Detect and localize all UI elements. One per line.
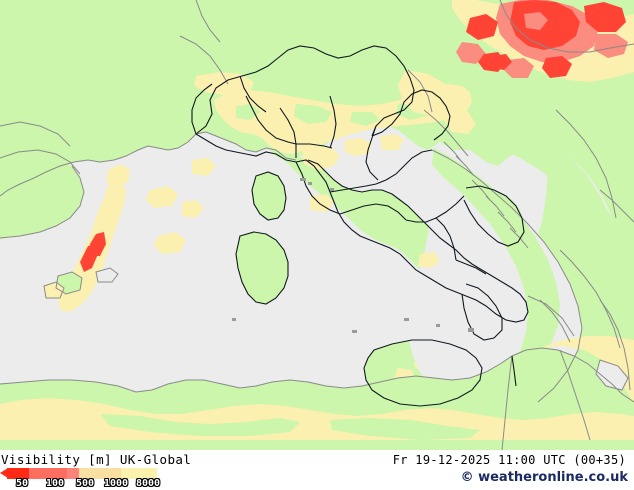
colorbar-band-4 [121, 468, 157, 479]
country-borders-layer [0, 0, 634, 450]
forecast-timestamp: Fr 19-12-2025 11:00 UTC (00+35) [392, 453, 626, 467]
small-islands-layer [232, 178, 474, 333]
colorbar-band-1 [29, 468, 67, 479]
colorbar-tick-labels: 50 100 500 1000 8000 [0, 478, 190, 490]
colorbar-band-3 [79, 468, 121, 479]
colorbar-band-0 [7, 468, 29, 479]
map-canvas [0, 0, 634, 450]
colorbar-tick-500: 500 [76, 478, 95, 489]
colorbar-tick-100: 100 [46, 478, 65, 489]
colorbar-arrow [0, 468, 8, 478]
visibility-fill-layer [0, 0, 634, 450]
visibility-map[interactable] [0, 0, 634, 450]
visibility-colorbar [0, 468, 157, 479]
colorbar-tick-8000: 8000 [136, 478, 161, 489]
colorbar-tick-50: 50 [16, 478, 29, 489]
colorbar-tick-1000: 1000 [104, 478, 129, 489]
map-footer: Visibility [m] UK-Global Fr 19-12-2025 1… [0, 450, 634, 490]
colorbar-band-2 [67, 468, 79, 479]
page-title: Visibility [m] UK-Global [1, 452, 192, 467]
copyright-label: © weatheronline.co.uk [460, 470, 628, 485]
region-borders-layer [191, 45, 529, 407]
